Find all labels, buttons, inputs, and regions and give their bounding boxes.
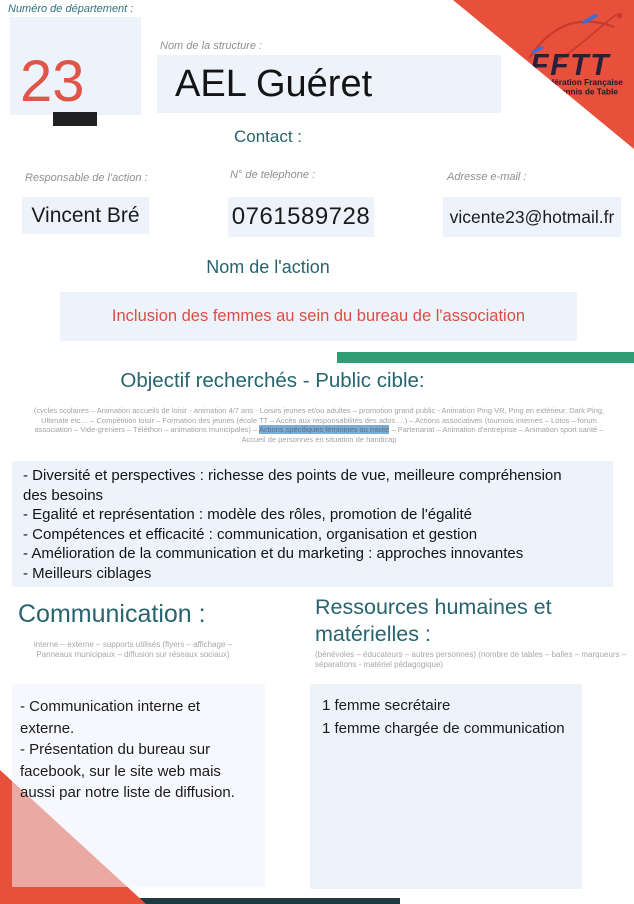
resources-title: Ressources humaines et matérielles : <box>315 595 552 646</box>
fftt-name-line1: Fédération Française <box>539 77 623 87</box>
structure-label: Nom de la structure : <box>160 40 263 52</box>
resources-content: 1 femme secrétaire 1 femme chargée de co… <box>322 697 565 737</box>
objectives-hint-before: (cycles scolaires – Animation accueils d… <box>33 406 605 435</box>
decorative-bottom-bar <box>100 898 400 904</box>
objectives-hint-after: – Partenariat – Animation d'entreprise –… <box>241 425 604 444</box>
communication-field: - Communication interne et externe. - Pr… <box>12 684 265 887</box>
responsable-value: Vincent Bré <box>31 203 140 227</box>
fftt-name-line2: de Tennis de Table <box>544 87 618 97</box>
action-title: Nom de l'action <box>206 257 330 277</box>
communication-content: - Communication interne et externe. - Pr… <box>20 698 235 801</box>
objectives-field: - Diversité et perspectives : richesse d… <box>12 461 613 587</box>
objectives-hint: (cycles scolaires – Animation accueils d… <box>30 406 608 444</box>
email-label: Adresse e-mail : <box>447 171 527 183</box>
decorative-green-bar <box>337 352 634 363</box>
department-number: 23 <box>20 49 85 114</box>
action-name-field: Inclusion des femmes au sein du bureau d… <box>60 292 577 341</box>
phone-field: 0761589728 <box>228 197 374 237</box>
department-label: Numéro de département : <box>8 3 134 15</box>
contact-title: Contact : <box>233 127 303 146</box>
responsable-field: Vincent Bré <box>22 197 149 234</box>
decorative-black-bar <box>53 112 97 126</box>
structure-field: AEL Guéret <box>157 55 501 113</box>
communication-hint: interne – externe – supports utilisés (f… <box>33 640 233 659</box>
structure-name: AEL Guéret <box>175 62 373 105</box>
action-name: Inclusion des femmes au sein du bureau d… <box>111 307 526 325</box>
objectives-hint-highlight: Actions spécifiques féminines ou mixité <box>258 425 390 435</box>
objectives-title: Objectif recherchés - Public cible: <box>120 369 425 392</box>
responsable-label: Responsable de l'action : <box>25 172 148 184</box>
objectives-content: - Diversité et perspectives : richesse d… <box>23 467 562 582</box>
communication-title: Communication : <box>18 600 206 628</box>
resources-hint: (bénévoles – éducateurs – autres personn… <box>315 650 627 669</box>
resources-field: 1 femme secrétaire 1 femme chargée de co… <box>310 684 582 889</box>
fftt-logo-icon: FFTT Fédération Française de Tennis de T… <box>528 12 623 97</box>
phone-label: N° de telephone : <box>230 169 316 181</box>
email-field: vicente23@hotmail.fr <box>443 197 621 237</box>
email-value: vicente23@hotmail.fr <box>449 206 615 227</box>
department-field: 23 <box>10 17 141 115</box>
phone-value: 0761589728 <box>231 203 371 230</box>
